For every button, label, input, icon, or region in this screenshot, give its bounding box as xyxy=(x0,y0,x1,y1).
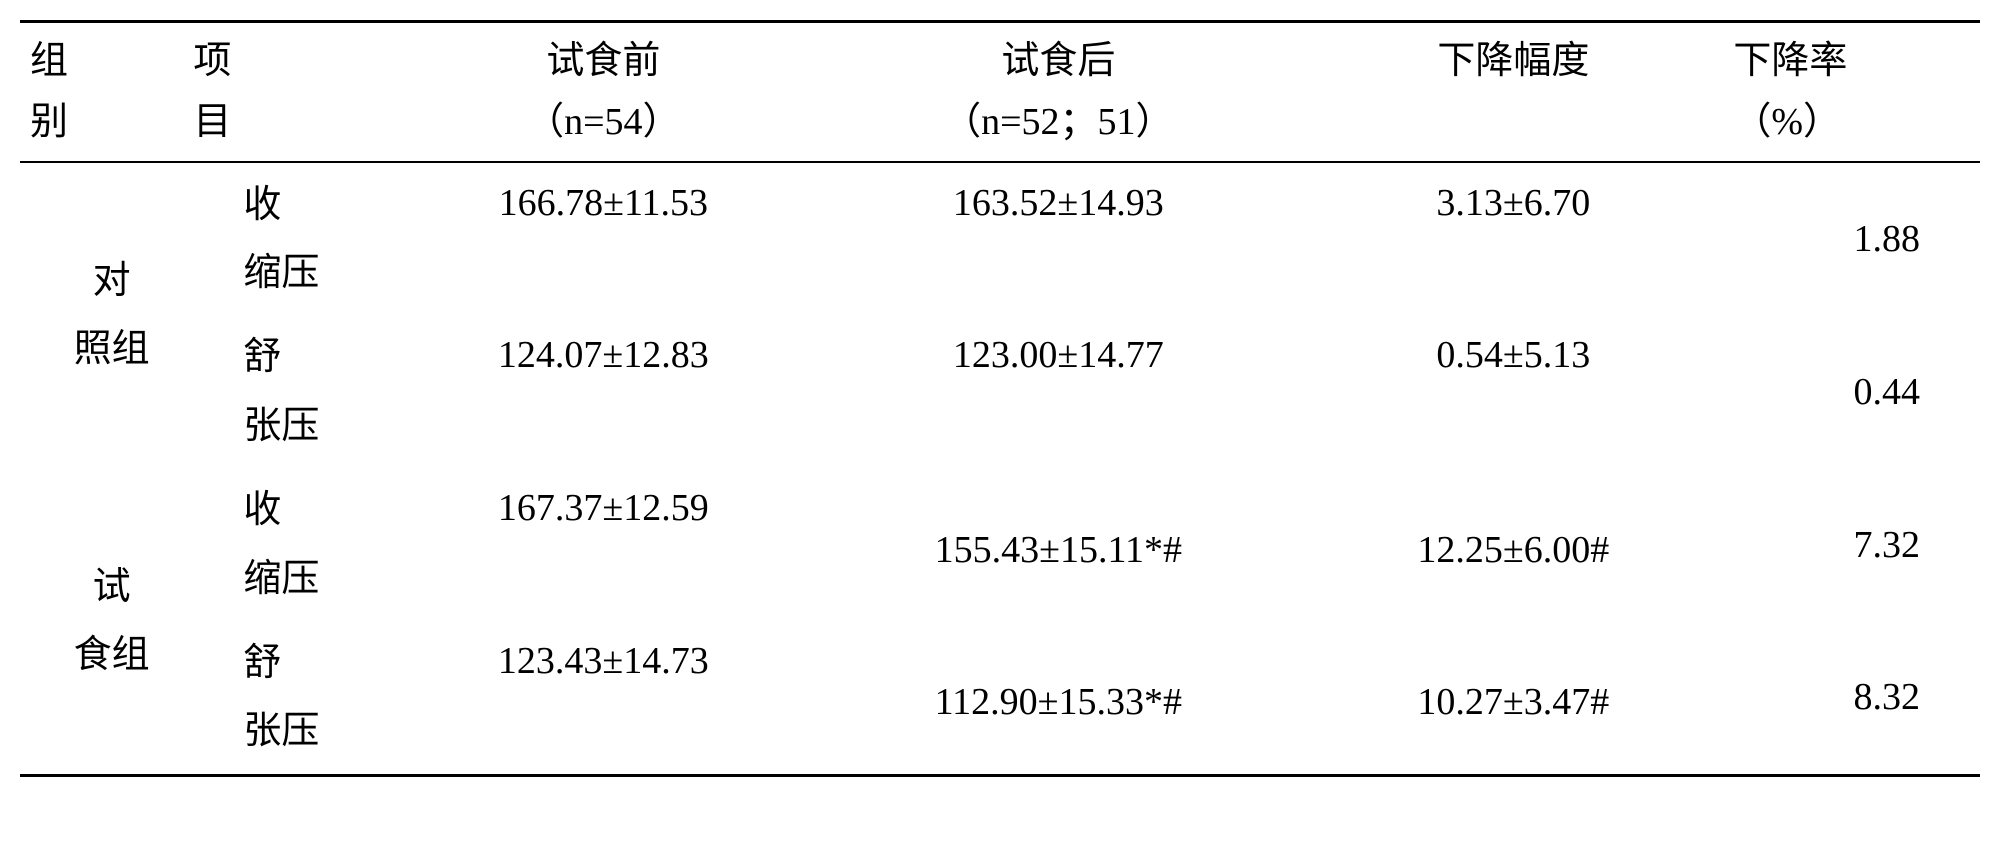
table-row: 试食组 收缩压 167.37±12.59 155.43±15.11*# 12.2… xyxy=(20,468,1980,621)
pre-value: 166.78±11.53 xyxy=(393,162,813,316)
header-rate: 下降率（%） xyxy=(1723,22,1980,162)
pre-value: 167.37±12.59 xyxy=(393,468,813,621)
diff-value: 0.54±5.13 xyxy=(1303,315,1723,468)
post-value: 112.90±15.33*# xyxy=(813,621,1303,775)
table-row: 舒张压 124.07±12.83 123.00±14.77 0.54±5.13 … xyxy=(20,315,1980,468)
pre-value: 124.07±12.83 xyxy=(393,315,813,468)
header-item: 项目 xyxy=(183,22,393,162)
post-value: 163.52±14.93 xyxy=(813,162,1303,316)
table-row: 对照组 收缩压 166.78±11.53 163.52±14.93 3.13±6… xyxy=(20,162,1980,316)
header-group: 组别 xyxy=(20,22,183,162)
diff-value: 10.27±3.47# xyxy=(1303,621,1723,775)
post-value: 123.00±14.77 xyxy=(813,315,1303,468)
rate-value: 1.88 xyxy=(1723,162,1980,316)
diff-value: 3.13±6.70 xyxy=(1303,162,1723,316)
group-label: 试食组 xyxy=(20,468,183,775)
post-value: 155.43±15.11*# xyxy=(813,468,1303,621)
table-row: 舒张压 123.43±14.73 112.90±15.33*# 10.27±3.… xyxy=(20,621,1980,775)
item-label: 舒张压 xyxy=(183,315,393,468)
header-post: 试食后（n=52；51） xyxy=(813,22,1303,162)
header-diff: 下降幅度 xyxy=(1303,22,1723,162)
rate-value: 0.44 xyxy=(1723,315,1980,468)
header-pre: 试食前（n=54） xyxy=(393,22,813,162)
group-label: 对照组 xyxy=(20,162,183,469)
rate-value: 7.32 xyxy=(1723,468,1980,621)
blood-pressure-table: 组别 项目 试食前（n=54） 试食后（n=52；51） 下降幅度 下降率（%）… xyxy=(20,20,1980,777)
item-label: 收缩压 xyxy=(183,468,393,621)
pre-value: 123.43±14.73 xyxy=(393,621,813,775)
rate-value: 8.32 xyxy=(1723,621,1980,775)
item-label: 收缩压 xyxy=(183,162,393,316)
data-table-container: 组别 项目 试食前（n=54） 试食后（n=52；51） 下降幅度 下降率（%）… xyxy=(20,20,1980,777)
item-label: 舒张压 xyxy=(183,621,393,775)
diff-value: 12.25±6.00# xyxy=(1303,468,1723,621)
header-row: 组别 项目 试食前（n=54） 试食后（n=52；51） 下降幅度 下降率（%） xyxy=(20,22,1980,162)
